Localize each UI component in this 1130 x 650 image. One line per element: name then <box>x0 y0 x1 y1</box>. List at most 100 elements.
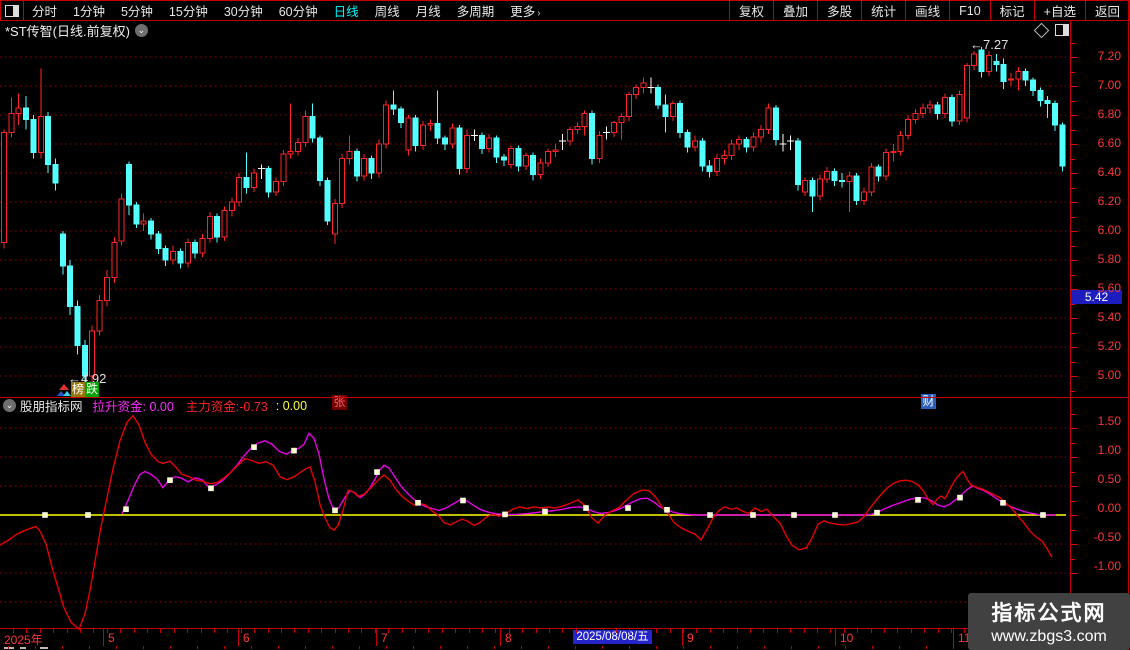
date-tick <box>321 629 322 633</box>
menu-item-multi-stock[interactable]: 多股 <box>817 1 861 20</box>
bottom-tick <box>602 646 603 649</box>
month-label-10: 10 <box>840 631 854 645</box>
date-axis[interactable]: 2025年 2025/08/08/五 5 6 7 8 9 10 11 <box>0 628 1070 647</box>
menu-item-60min[interactable]: 60分钟 <box>278 5 318 19</box>
axis-tick <box>1071 376 1078 377</box>
menu-item-30min[interactable]: 30分钟 <box>223 5 263 19</box>
price-axis-label: 6.20 <box>1097 194 1121 208</box>
menu-item-add-watchlist[interactable]: +自选 <box>1033 1 1085 20</box>
menu-item-5min[interactable]: 5分钟 <box>120 5 153 19</box>
date-tick <box>777 629 778 633</box>
date-tick <box>53 629 54 633</box>
axis-minor-tick <box>1071 333 1075 334</box>
bottom-tick <box>197 646 198 649</box>
month-label-11: 11 <box>958 631 971 645</box>
menu-item-draw-line[interactable]: 画线 <box>905 1 949 20</box>
date-tick <box>589 629 590 633</box>
menu-item-monthly[interactable]: 月线 <box>415 5 441 19</box>
month-divider <box>953 629 954 646</box>
date-tick <box>763 629 764 633</box>
menu-item-more[interactable]: 更多 › <box>510 5 541 19</box>
date-tick <box>871 629 872 633</box>
watermark-url: www.zbgs3.com <box>991 628 1107 645</box>
indicator-collapse-icon[interactable]: ⌄ <box>3 399 16 412</box>
axis-minor-tick <box>1071 43 1075 44</box>
bottom-tick <box>764 646 765 649</box>
date-tick <box>522 629 523 633</box>
collapse-chevron-icon[interactable]: ⌄ <box>134 23 148 37</box>
date-tick <box>80 629 81 633</box>
split-window-icon <box>5 4 19 17</box>
price-axis-label: 6.00 <box>1097 223 1121 237</box>
split-view-icon[interactable] <box>1055 24 1069 36</box>
axis-separator-line <box>1070 20 1071 650</box>
chart-title: *ST传智(日线.前复权) <box>5 23 130 39</box>
date-tick <box>911 629 912 633</box>
bottom-tick <box>116 646 117 649</box>
bottom-tick <box>170 646 171 649</box>
month-label-9: 9 <box>687 631 694 645</box>
menu-item-f10[interactable]: F10 <box>949 1 990 20</box>
top-menu-bar: 分时 1分钟 5分钟 15分钟 30分钟 60分钟 日线 周线 月线 多周期 更多 › 复权 叠加 多股统… <box>0 0 1130 21</box>
menu-item-daily[interactable]: 日线 <box>333 5 359 19</box>
date-tick <box>897 629 898 633</box>
date-tick <box>281 629 282 633</box>
date-tick <box>13 629 14 633</box>
bottom-tick <box>791 646 792 649</box>
menu-item-back[interactable]: 返回 <box>1084 1 1129 20</box>
bottom-tick <box>305 646 306 649</box>
diamond-icon[interactable] <box>1033 22 1050 38</box>
badge-bang[interactable]: 榜 <box>71 382 85 397</box>
menu-item-fenshi[interactable]: 分时 <box>32 5 58 19</box>
date-tick <box>93 629 94 633</box>
date-tick <box>817 629 818 633</box>
menu-item-overlay[interactable]: 叠加 <box>773 1 817 20</box>
funds-indicator-chart[interactable] <box>0 412 1070 631</box>
menu-item-stats[interactable]: 统计 <box>861 1 905 20</box>
price-axis-label: 6.60 <box>1097 136 1121 150</box>
month-label-8: 8 <box>505 631 512 645</box>
date-tick <box>469 629 470 633</box>
date-tick <box>214 629 215 633</box>
bottom-tick <box>8 646 9 649</box>
axis-minor-tick <box>1071 414 1075 415</box>
indicator-axis-label: 1.00 <box>1097 443 1121 457</box>
axis-tick <box>1071 515 1078 516</box>
date-tick <box>737 629 738 633</box>
title-bar: *ST传智(日线.前复权) ⌄ <box>0 20 1070 40</box>
date-tick <box>388 629 389 633</box>
axis-minor-tick <box>1071 246 1075 247</box>
bottom-tick <box>926 646 927 649</box>
date-tick <box>415 629 416 633</box>
menu-item-mark[interactable]: 标记 <box>989 1 1034 20</box>
date-tick <box>509 629 510 633</box>
last-price-tag: 5.42 <box>1071 290 1122 304</box>
layout-toggle-button[interactable] <box>1 1 24 20</box>
menu-item-1min[interactable]: 1分钟 <box>73 5 105 19</box>
badge-die[interactable]: 跌 <box>85 382 99 397</box>
menu-item-weekly[interactable]: 周线 <box>374 5 400 19</box>
date-tick <box>616 629 617 633</box>
date-tick <box>375 629 376 633</box>
axis-minor-tick <box>1071 530 1075 531</box>
watermark-site-name: 指标公式网 <box>991 602 1107 625</box>
price-axis-label: 7.00 <box>1097 78 1121 92</box>
indicator-axis-label: 0.50 <box>1097 472 1121 486</box>
year-label: 2025年 <box>4 633 43 647</box>
axis-tick <box>1071 347 1078 348</box>
line-main-funds <box>0 414 1053 631</box>
axis-tick <box>1071 289 1078 290</box>
bottom-tick <box>143 646 144 649</box>
menu-item-fuquan[interactable]: 复权 <box>729 1 773 20</box>
badge-zhang[interactable]: 张 <box>332 395 347 410</box>
menu-item-multi-period[interactable]: 多周期 <box>456 5 495 19</box>
bottom-tick <box>899 646 900 649</box>
axis-tick <box>1071 544 1078 545</box>
date-tick <box>201 629 202 633</box>
date-tick <box>723 629 724 633</box>
date-tick <box>455 629 456 633</box>
candlestick-chart[interactable]: ←4.92←7.27 <box>0 37 1070 397</box>
date-tick <box>26 629 27 633</box>
date-tick <box>40 629 41 633</box>
menu-item-15min[interactable]: 15分钟 <box>168 5 208 19</box>
